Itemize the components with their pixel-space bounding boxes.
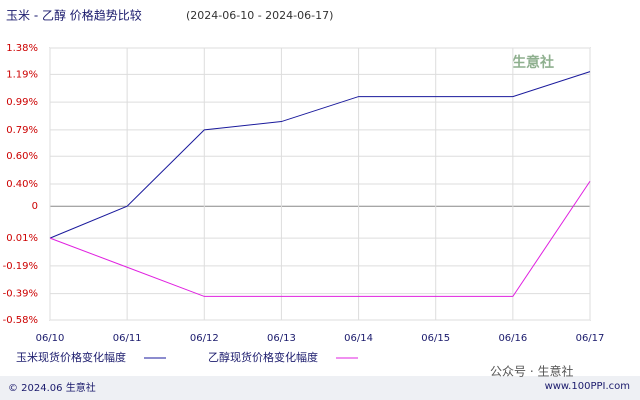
- y-tick-label: 0.60%: [6, 151, 38, 162]
- y-tick-label: -0.19%: [3, 261, 38, 272]
- footer-bar: [0, 376, 640, 400]
- x-tick-label: 06/16: [498, 333, 527, 344]
- x-tick-label: 06/14: [344, 333, 373, 344]
- footer: © 2024.06 生意社: [8, 381, 96, 394]
- y-tick-label: -0.58%: [3, 315, 38, 326]
- y-tick-label: 0.01%: [6, 233, 38, 244]
- x-tick-label: 06/13: [267, 333, 296, 344]
- footer-right: www.100PPI.com: [545, 381, 630, 392]
- y-tick-label: 0.79%: [6, 125, 38, 136]
- logo: 生意社: [512, 54, 554, 71]
- series-line: [49, 180, 591, 297]
- x-tick-label: 06/15: [421, 333, 450, 344]
- x-tick-label: 06/17: [576, 333, 605, 344]
- y-tick-label: 0.40%: [6, 179, 38, 190]
- watermark: 公众号 · 生意社: [490, 364, 573, 379]
- y-tick-label: 0: [32, 201, 38, 212]
- y-tick-label: -0.39%: [3, 289, 38, 300]
- y-tick-label: 1.38%: [6, 43, 38, 54]
- legend-label: 乙醇现货价格变化幅度: [208, 350, 318, 364]
- legend-label: 玉米现货价格变化幅度: [16, 350, 126, 364]
- y-tick-label: 1.19%: [6, 69, 38, 80]
- x-tick-label: 06/11: [113, 333, 142, 344]
- y-tick-label: 0.99%: [6, 97, 38, 108]
- chart-subtitle: (2024-06-10 - 2024-06-17): [186, 9, 333, 22]
- x-tick-label: 06/10: [36, 333, 65, 344]
- chart-title: 玉米 - 乙醇 价格趋势比较: [6, 8, 142, 23]
- x-tick-label: 06/12: [190, 333, 219, 344]
- series-line: [49, 71, 591, 239]
